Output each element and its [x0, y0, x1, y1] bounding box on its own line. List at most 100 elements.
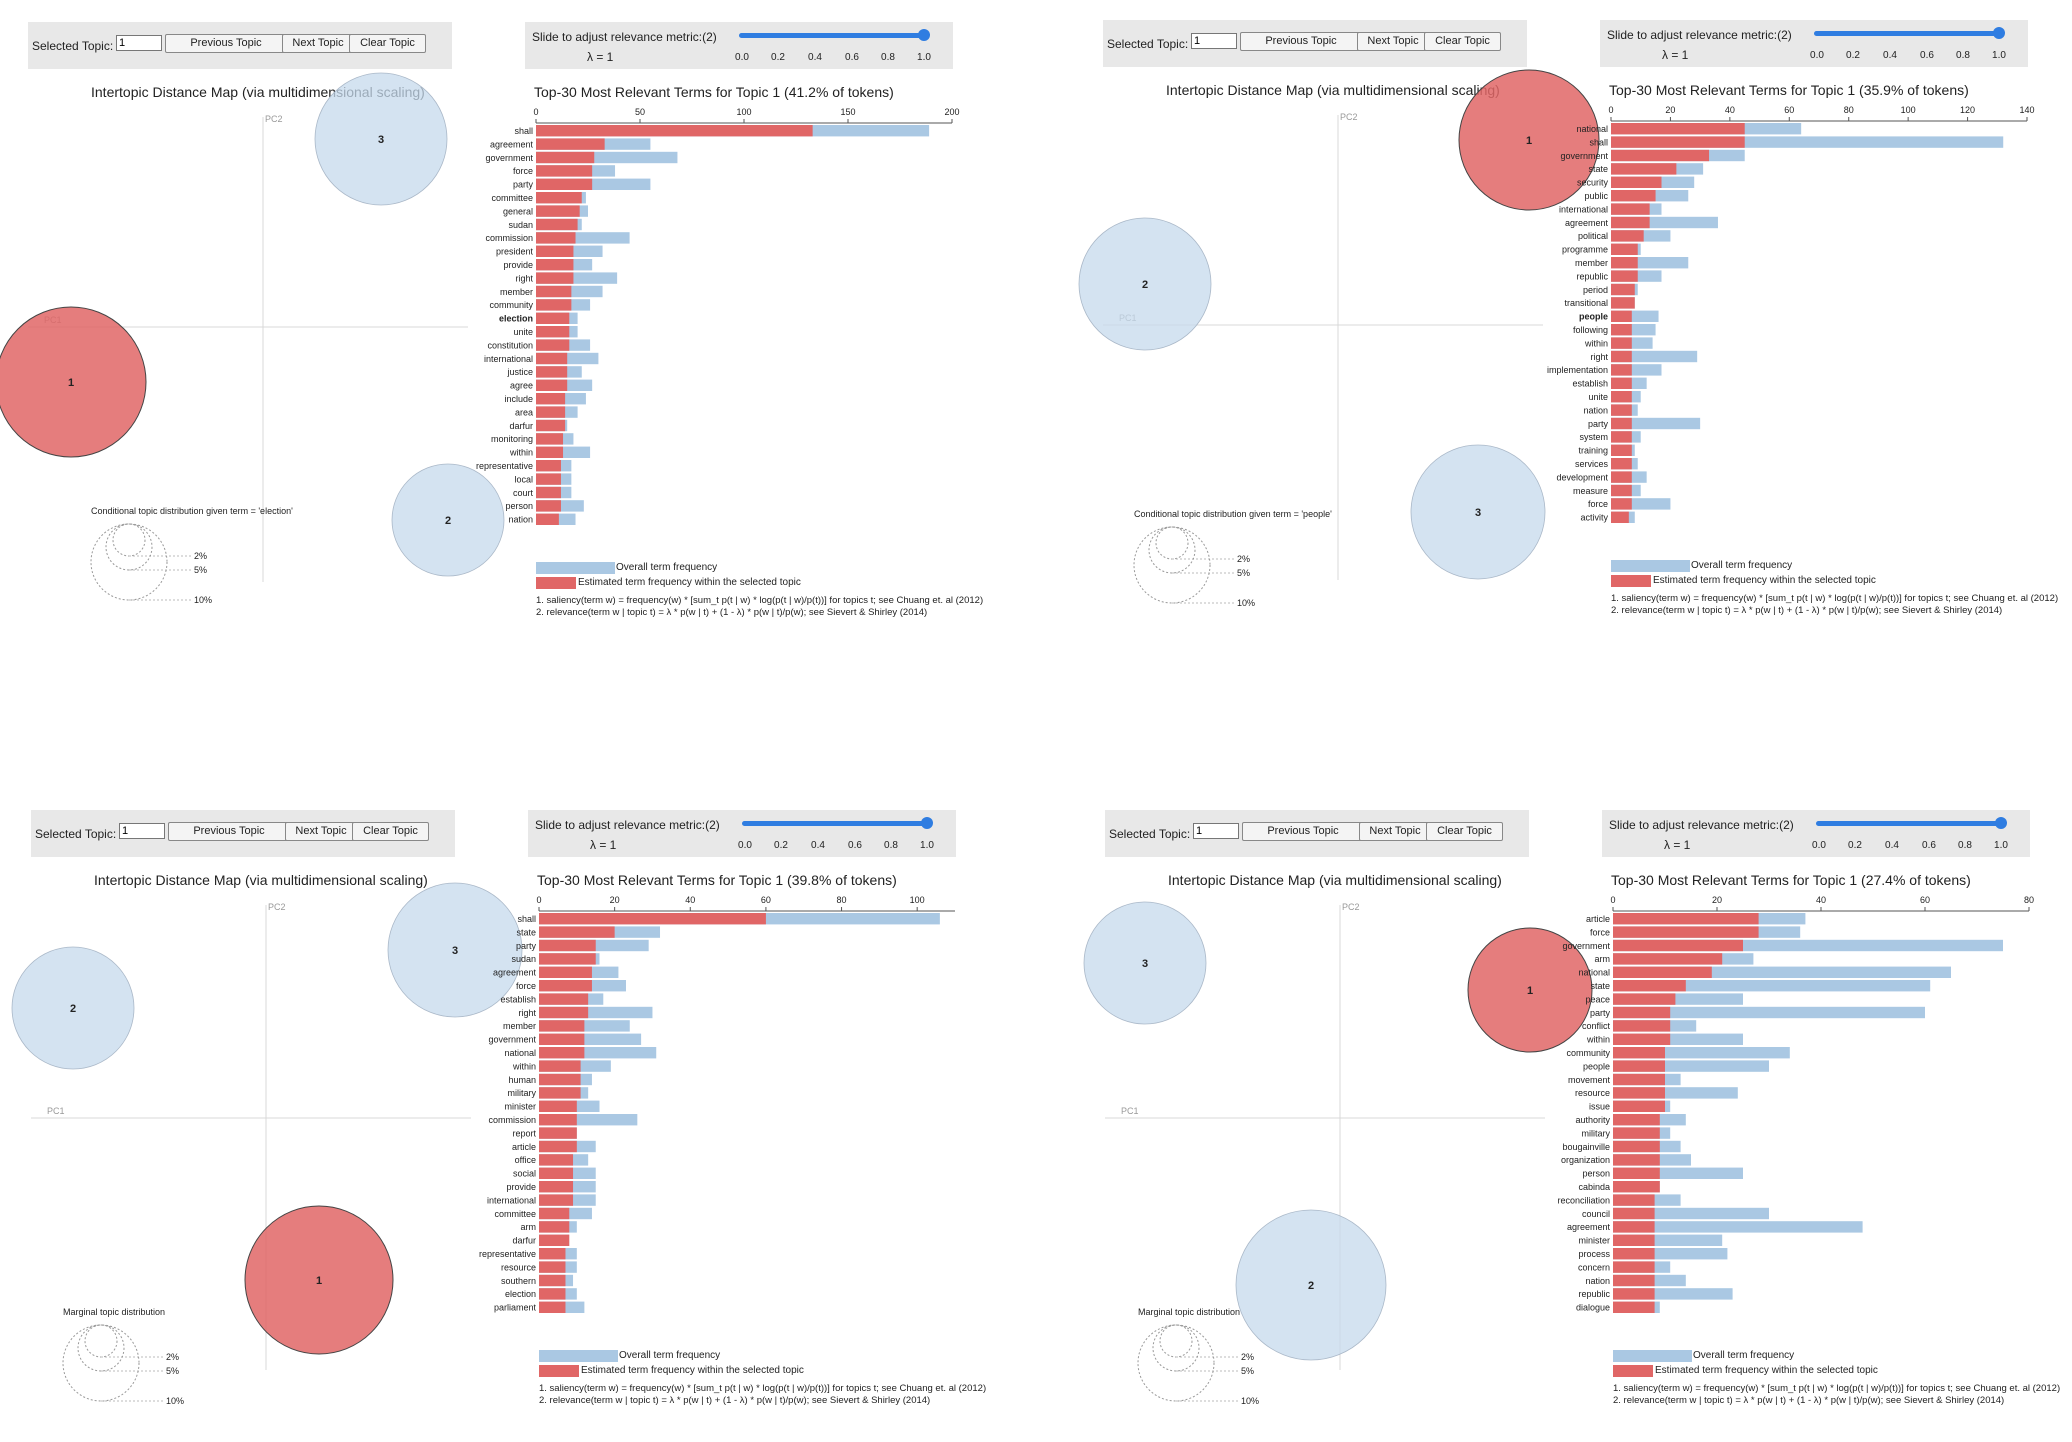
bar-overall[interactable] [1611, 310, 1659, 322]
term-label[interactable]: republic [1578, 1289, 1610, 1299]
bar-estimated[interactable] [1613, 1221, 1655, 1233]
bar-estimated[interactable] [1613, 993, 1676, 1005]
selected-topic-input[interactable] [119, 823, 165, 839]
bar-estimated[interactable] [1611, 484, 1632, 497]
slider-handle[interactable] [1993, 27, 2005, 39]
bar-estimated[interactable] [536, 312, 570, 324]
clear-topic-button[interactable]: Clear Topic [1424, 32, 1501, 51]
bar-estimated[interactable] [536, 486, 561, 499]
term-label[interactable]: government [1560, 151, 1608, 161]
slider-track[interactable] [1816, 821, 2000, 826]
bar-estimated[interactable] [536, 218, 578, 231]
bar-estimated[interactable] [539, 1221, 570, 1233]
bar-estimated[interactable] [536, 460, 561, 472]
bar-estimated[interactable] [536, 299, 572, 311]
bar-estimated[interactable] [536, 473, 561, 485]
bar-estimated[interactable] [1611, 337, 1632, 349]
term-label[interactable]: area [515, 407, 533, 417]
bar-estimated[interactable] [1613, 1087, 1665, 1099]
bar-estimated[interactable] [539, 1274, 566, 1287]
bar-estimated[interactable] [539, 1234, 570, 1246]
term-label[interactable]: national [1576, 124, 1608, 134]
term-label[interactable]: community [1566, 1048, 1610, 1058]
term-label[interactable]: arm [1595, 954, 1611, 964]
bar-estimated[interactable] [539, 913, 766, 925]
term-label[interactable]: security [1577, 178, 1609, 188]
bar-estimated[interactable] [536, 419, 566, 432]
term-label[interactable]: shall [1589, 137, 1608, 147]
bar-estimated[interactable] [536, 500, 561, 512]
bar-estimated[interactable] [1611, 471, 1632, 483]
bar-estimated[interactable] [539, 1006, 589, 1019]
bar-overall[interactable] [1611, 350, 1698, 363]
bar-estimated[interactable] [1611, 149, 1710, 162]
bar-estimated[interactable] [1613, 1207, 1655, 1220]
topic-circle-2[interactable] [1078, 217, 1212, 351]
term-label[interactable]: government [485, 153, 533, 163]
term-label[interactable]: authority [1575, 1115, 1610, 1125]
slider-handle[interactable] [1995, 817, 2007, 829]
bar-estimated[interactable] [1613, 1047, 1665, 1059]
term-label[interactable]: people [1583, 1061, 1610, 1071]
bar-estimated[interactable] [1611, 498, 1632, 510]
selected-topic-input[interactable] [1191, 33, 1237, 49]
bar-estimated[interactable] [1613, 1073, 1665, 1086]
next-topic-button[interactable]: Next Topic [285, 822, 357, 841]
term-label[interactable]: unite [1588, 392, 1608, 402]
term-label[interactable]: committee [491, 193, 533, 203]
term-label[interactable]: party [516, 941, 537, 951]
bar-overall[interactable] [1611, 324, 1656, 336]
bar-estimated[interactable] [1611, 364, 1632, 376]
term-label[interactable]: resource [1575, 1088, 1610, 1098]
term-label[interactable]: election [499, 314, 533, 324]
bar-estimated[interactable] [536, 232, 576, 244]
bar-estimated[interactable] [1611, 324, 1632, 336]
bar-estimated[interactable] [539, 1248, 566, 1260]
topic-circle-2[interactable] [1235, 1209, 1387, 1361]
bar-estimated[interactable] [536, 339, 570, 351]
bar-estimated[interactable] [1613, 1261, 1655, 1273]
term-label[interactable]: person [1582, 1169, 1610, 1179]
bar-estimated[interactable] [1611, 377, 1632, 389]
term-label[interactable]: monitoring [491, 434, 533, 444]
bar-estimated[interactable] [1613, 1114, 1660, 1126]
term-label[interactable]: arm [521, 1222, 537, 1232]
bar-estimated[interactable] [1611, 270, 1638, 282]
bar-overall[interactable] [1613, 1047, 1790, 1059]
bar-overall[interactable] [539, 1020, 630, 1032]
bar-estimated[interactable] [1613, 1194, 1655, 1206]
term-label[interactable]: justice [506, 367, 533, 377]
bar-estimated[interactable] [539, 1207, 570, 1220]
bar-estimated[interactable] [536, 446, 564, 458]
term-label[interactable]: bougainville [1562, 1142, 1610, 1152]
term-label[interactable]: member [503, 1021, 536, 1031]
bar-estimated[interactable] [539, 980, 592, 992]
topic-circle-2[interactable] [391, 463, 505, 577]
bar-estimated[interactable] [539, 1060, 581, 1072]
bar-estimated[interactable] [536, 513, 559, 525]
term-label[interactable]: force [516, 981, 536, 991]
term-label[interactable]: people [1579, 312, 1608, 322]
term-label[interactable]: social [513, 1169, 536, 1179]
term-label[interactable]: representative [476, 461, 533, 471]
bar-overall[interactable] [1613, 939, 2003, 952]
bar-estimated[interactable] [539, 1127, 577, 1139]
term-label[interactable]: force [1590, 927, 1610, 937]
bar-overall[interactable] [539, 1114, 638, 1126]
bar-estimated[interactable] [1611, 257, 1638, 269]
bar-estimated[interactable] [536, 326, 570, 338]
bar-overall[interactable] [1613, 966, 1951, 978]
bar-estimated[interactable] [1613, 980, 1686, 992]
term-label[interactable]: within [512, 1061, 536, 1071]
next-topic-button[interactable]: Next Topic [282, 34, 354, 53]
selected-topic-input[interactable] [1193, 823, 1239, 839]
term-label[interactable]: services [1575, 459, 1609, 469]
term-label[interactable]: issue [1589, 1102, 1610, 1112]
term-label[interactable]: cabinda [1578, 1182, 1610, 1192]
topic-circle-1[interactable] [0, 306, 147, 458]
bar-overall[interactable] [536, 178, 651, 190]
term-label[interactable]: unite [513, 327, 533, 337]
bar-estimated[interactable] [1611, 216, 1650, 229]
topic-circle-3[interactable] [387, 882, 523, 1018]
bar-estimated[interactable] [539, 926, 615, 938]
